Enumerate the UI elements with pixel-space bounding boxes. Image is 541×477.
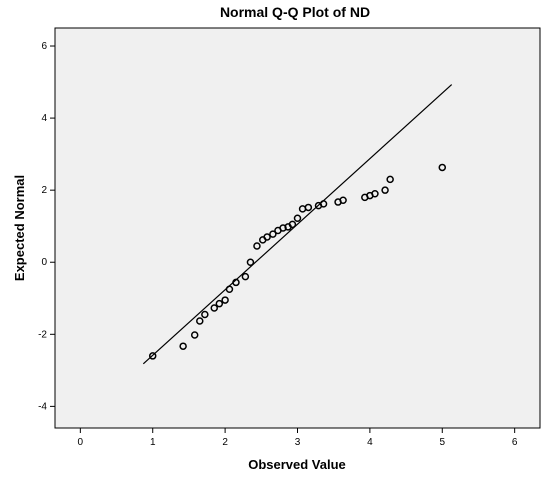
data-point: [225, 285, 234, 294]
y-tick-label: 4: [41, 113, 47, 124]
data-point: [263, 233, 271, 241]
data-point: [241, 272, 250, 281]
x-axis-ticks: 0 1 2 3 4 5 6: [78, 428, 518, 448]
reference-line: [142, 84, 453, 365]
x-axis-label: Observed Value: [248, 457, 346, 472]
data-point: [339, 196, 347, 205]
x-tick-label: 0: [78, 437, 84, 448]
x-tick-label: 2: [222, 437, 228, 448]
plot-area: [54, 27, 541, 429]
x-tick-label: 1: [150, 437, 156, 448]
reference-line-group: [142, 84, 453, 365]
data-point: [438, 163, 447, 172]
data-point: [288, 220, 297, 229]
y-tick-label: 0: [41, 257, 47, 268]
data-point: [148, 352, 157, 360]
data-point: [179, 342, 187, 350]
x-tick-label: 6: [512, 437, 518, 448]
y-axis-label: Expected Normal: [12, 175, 27, 281]
data-point: [293, 214, 302, 223]
data-point: [196, 317, 204, 325]
x-tick-label: 4: [367, 437, 373, 448]
data-point: [371, 190, 379, 198]
data-points: [148, 163, 447, 360]
y-axis-ticks: -4 -2 0 2 4 6: [38, 41, 55, 412]
y-tick-label: -4: [38, 401, 47, 412]
data-point: [246, 258, 255, 266]
data-point: [221, 296, 229, 304]
data-point: [215, 299, 224, 308]
y-tick-label: -2: [38, 329, 47, 340]
data-point: [190, 331, 199, 339]
data-point: [381, 186, 389, 194]
y-tick-label: 6: [41, 41, 47, 52]
data-point: [269, 230, 277, 238]
data-point: [253, 242, 261, 250]
x-tick-label: 5: [439, 437, 445, 448]
data-point: [319, 200, 328, 208]
data-point: [386, 175, 394, 184]
x-tick-label: 3: [295, 437, 301, 448]
data-point: [232, 278, 240, 287]
chart-title: Normal Q-Q Plot of ND: [220, 4, 370, 20]
data-point: [304, 203, 313, 212]
data-point: [210, 304, 219, 312]
y-tick-label: 2: [41, 185, 47, 196]
data-point: [279, 224, 287, 232]
data-point: [201, 310, 209, 319]
